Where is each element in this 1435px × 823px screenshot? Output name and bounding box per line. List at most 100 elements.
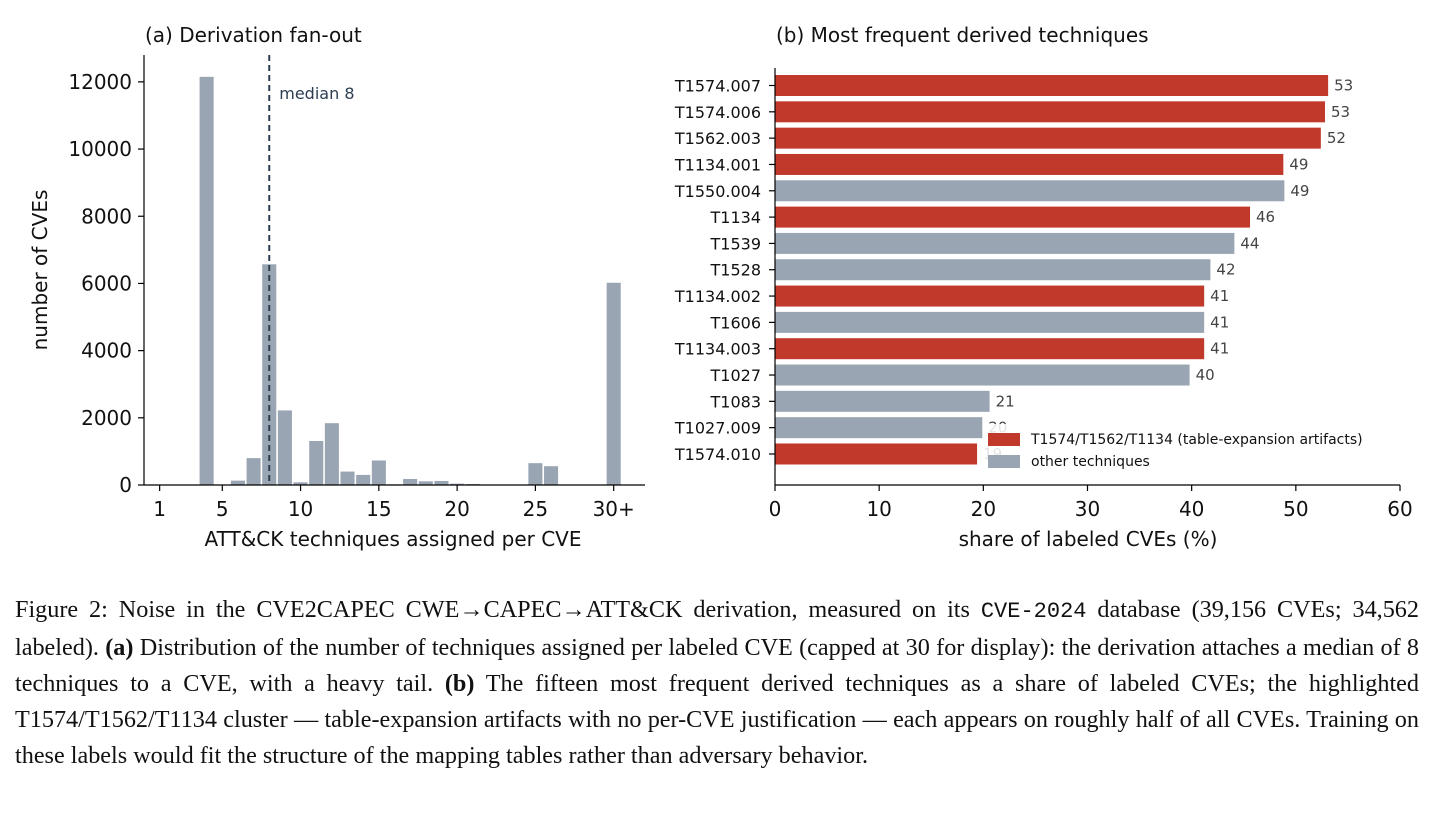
panel-a-title: (a) Derivation fan-out (145, 23, 362, 47)
panel-b-xlabel: share of labeled CVEs (%) (959, 527, 1218, 551)
technique-bar-t1574-006 (775, 101, 1325, 123)
technique-bar-t1134-002 (775, 285, 1205, 307)
technique-bar-t1550-004 (775, 180, 1285, 202)
technique-category-label: T1562.003 (674, 129, 761, 148)
hist-bar-7 (246, 458, 261, 485)
figure-2: (a) Derivation fan-out number of CVEs AT… (28, 23, 1413, 551)
hist-bar-8 (262, 264, 277, 485)
technique-bar-t1574-007 (775, 75, 1329, 96)
technique-bar-t1134-003 (775, 338, 1205, 360)
technique-category-label: T1539 (710, 234, 762, 253)
panel-a-ytick-label: 6000 (81, 271, 132, 295)
hist-bar-20 (450, 483, 465, 485)
technique-category-label: T1550.004 (674, 182, 761, 201)
technique-bar-t1562-003 (775, 127, 1321, 149)
technique-category-label: T1574.007 (674, 77, 761, 96)
panel-a-ytick-label: 10000 (68, 137, 132, 161)
technique-value-label: 44 (1240, 234, 1259, 252)
caption-b-label: (b) (444, 670, 475, 697)
technique-bar-t1027 (775, 364, 1190, 386)
panel-a-xtick-label: 1 (153, 497, 166, 521)
technique-category-label: T1134.003 (674, 340, 761, 359)
legend-label: other techniques (1031, 454, 1150, 470)
technique-value-label: 49 (1289, 155, 1308, 173)
legend-swatch (988, 433, 1020, 446)
technique-value-label: 21 (996, 392, 1015, 410)
panel-a-histogram: (a) Derivation fan-out number of CVEs AT… (28, 23, 645, 551)
technique-bar-t1606 (775, 311, 1205, 333)
panel-b-xtick-label: 0 (769, 497, 782, 521)
hist-bar-19 (434, 480, 449, 485)
technique-value-label: 41 (1210, 340, 1229, 358)
panel-a-ytick-label: 12000 (68, 70, 132, 94)
panel-a-bars (199, 76, 621, 485)
panel-b-bars: 53 T1574.007 53 T1574.006 52 T1562.003 49 T1134… (674, 75, 1353, 465)
hist-bar-6 (230, 480, 245, 485)
panel-b-axes: 0 10 20 30 40 50 60 (769, 68, 1413, 521)
panel-b-barh: (b) Most frequent derived techniques sha… (674, 23, 1413, 551)
technique-value-label: 41 (1210, 287, 1229, 305)
legend-swatch (988, 455, 1020, 468)
hist-bar-18 (418, 481, 433, 485)
hist-bar-15 (371, 460, 386, 485)
caption-text-3: Distribution of the number of techniques… (15, 634, 1420, 697)
hist-bar-14 (356, 474, 371, 485)
technique-value-label: 49 (1290, 182, 1309, 200)
panel-a-xtick-label: 15 (366, 497, 391, 521)
hist-bar-10 (293, 482, 308, 485)
technique-value-label: 41 (1210, 313, 1229, 331)
technique-category-label: T1528 (710, 261, 762, 280)
caption-text-1: Figure 2: Noise in the CVE2CAPEC CWE→CAP… (15, 596, 981, 623)
technique-bar-t1574-010 (775, 443, 978, 465)
technique-value-label: 46 (1256, 208, 1275, 226)
technique-bar-t1528 (775, 259, 1211, 281)
panel-a-xtick-label: 10 (288, 497, 313, 521)
legend-label: T1574/T1562/T1134 (table-expansion artif… (1030, 432, 1363, 448)
technique-value-label: 42 (1216, 261, 1235, 279)
technique-category-label: T1134.002 (674, 287, 761, 306)
caption-a-label: (a) (105, 634, 134, 661)
panel-b-xtick-label: 30 (1075, 497, 1100, 521)
technique-category-label: T1134 (710, 208, 762, 227)
panel-a-xtick-label: 5 (216, 497, 229, 521)
panel-b-xtick-label: 20 (971, 497, 996, 521)
panel-a-xtick-label: 25 (523, 497, 548, 521)
hist-bar-11 (309, 440, 324, 485)
technique-category-label: T1027.009 (674, 419, 761, 438)
technique-bar-t1027-009 (775, 417, 983, 439)
panel-a-ylabel: number of CVEs (28, 190, 52, 351)
technique-category-label: T1134.001 (674, 155, 761, 174)
hist-bar-26 (544, 466, 559, 485)
hist-bar-30 (606, 282, 621, 485)
hist-bar-25 (528, 463, 543, 485)
panel-a-ytick-label: 8000 (81, 204, 132, 228)
hist-bar-9 (277, 410, 292, 485)
technique-category-label: T1027 (710, 366, 762, 385)
panel-a-median: median 8 (268, 55, 355, 485)
figure-caption: Figure 2: Noise in the CVE2CAPEC CWE→CAP… (15, 592, 1419, 774)
technique-value-label: 52 (1327, 129, 1346, 147)
hist-bar-13 (340, 471, 355, 485)
panel-a-ytick-label: 2000 (81, 406, 132, 430)
technique-value-label: 53 (1334, 77, 1353, 95)
panel-b-legend: T1574/T1562/T1134 (table-expansion artif… (983, 424, 1391, 474)
panel-b-xtick-label: 40 (1179, 497, 1204, 521)
caption-db-name: CVE-2024 (980, 599, 1087, 624)
hist-bar-17 (403, 478, 418, 485)
hist-bar-12 (324, 423, 339, 485)
technique-bar-t1134 (775, 206, 1250, 228)
hist-bar-4 (199, 76, 214, 485)
panel-a-ytick-label: 4000 (81, 339, 132, 363)
median-label: median 8 (279, 84, 354, 103)
panel-b-title: (b) Most frequent derived techniques (776, 23, 1149, 47)
technique-category-label: T1574.010 (674, 445, 761, 464)
panel-a-ytick-label: 0 (119, 473, 132, 497)
technique-value-label: 53 (1331, 103, 1350, 121)
technique-category-label: T1606 (710, 313, 762, 332)
caption-text-2: database (39,156 CVEs; 34,562 labeled). (15, 596, 1419, 661)
panel-a-xlabel: ATT&CK techniques assigned per CVE (205, 527, 582, 551)
technique-bar-t1539 (775, 232, 1235, 254)
technique-category-label: T1574.006 (674, 103, 761, 122)
technique-category-label: T1083 (710, 392, 762, 411)
